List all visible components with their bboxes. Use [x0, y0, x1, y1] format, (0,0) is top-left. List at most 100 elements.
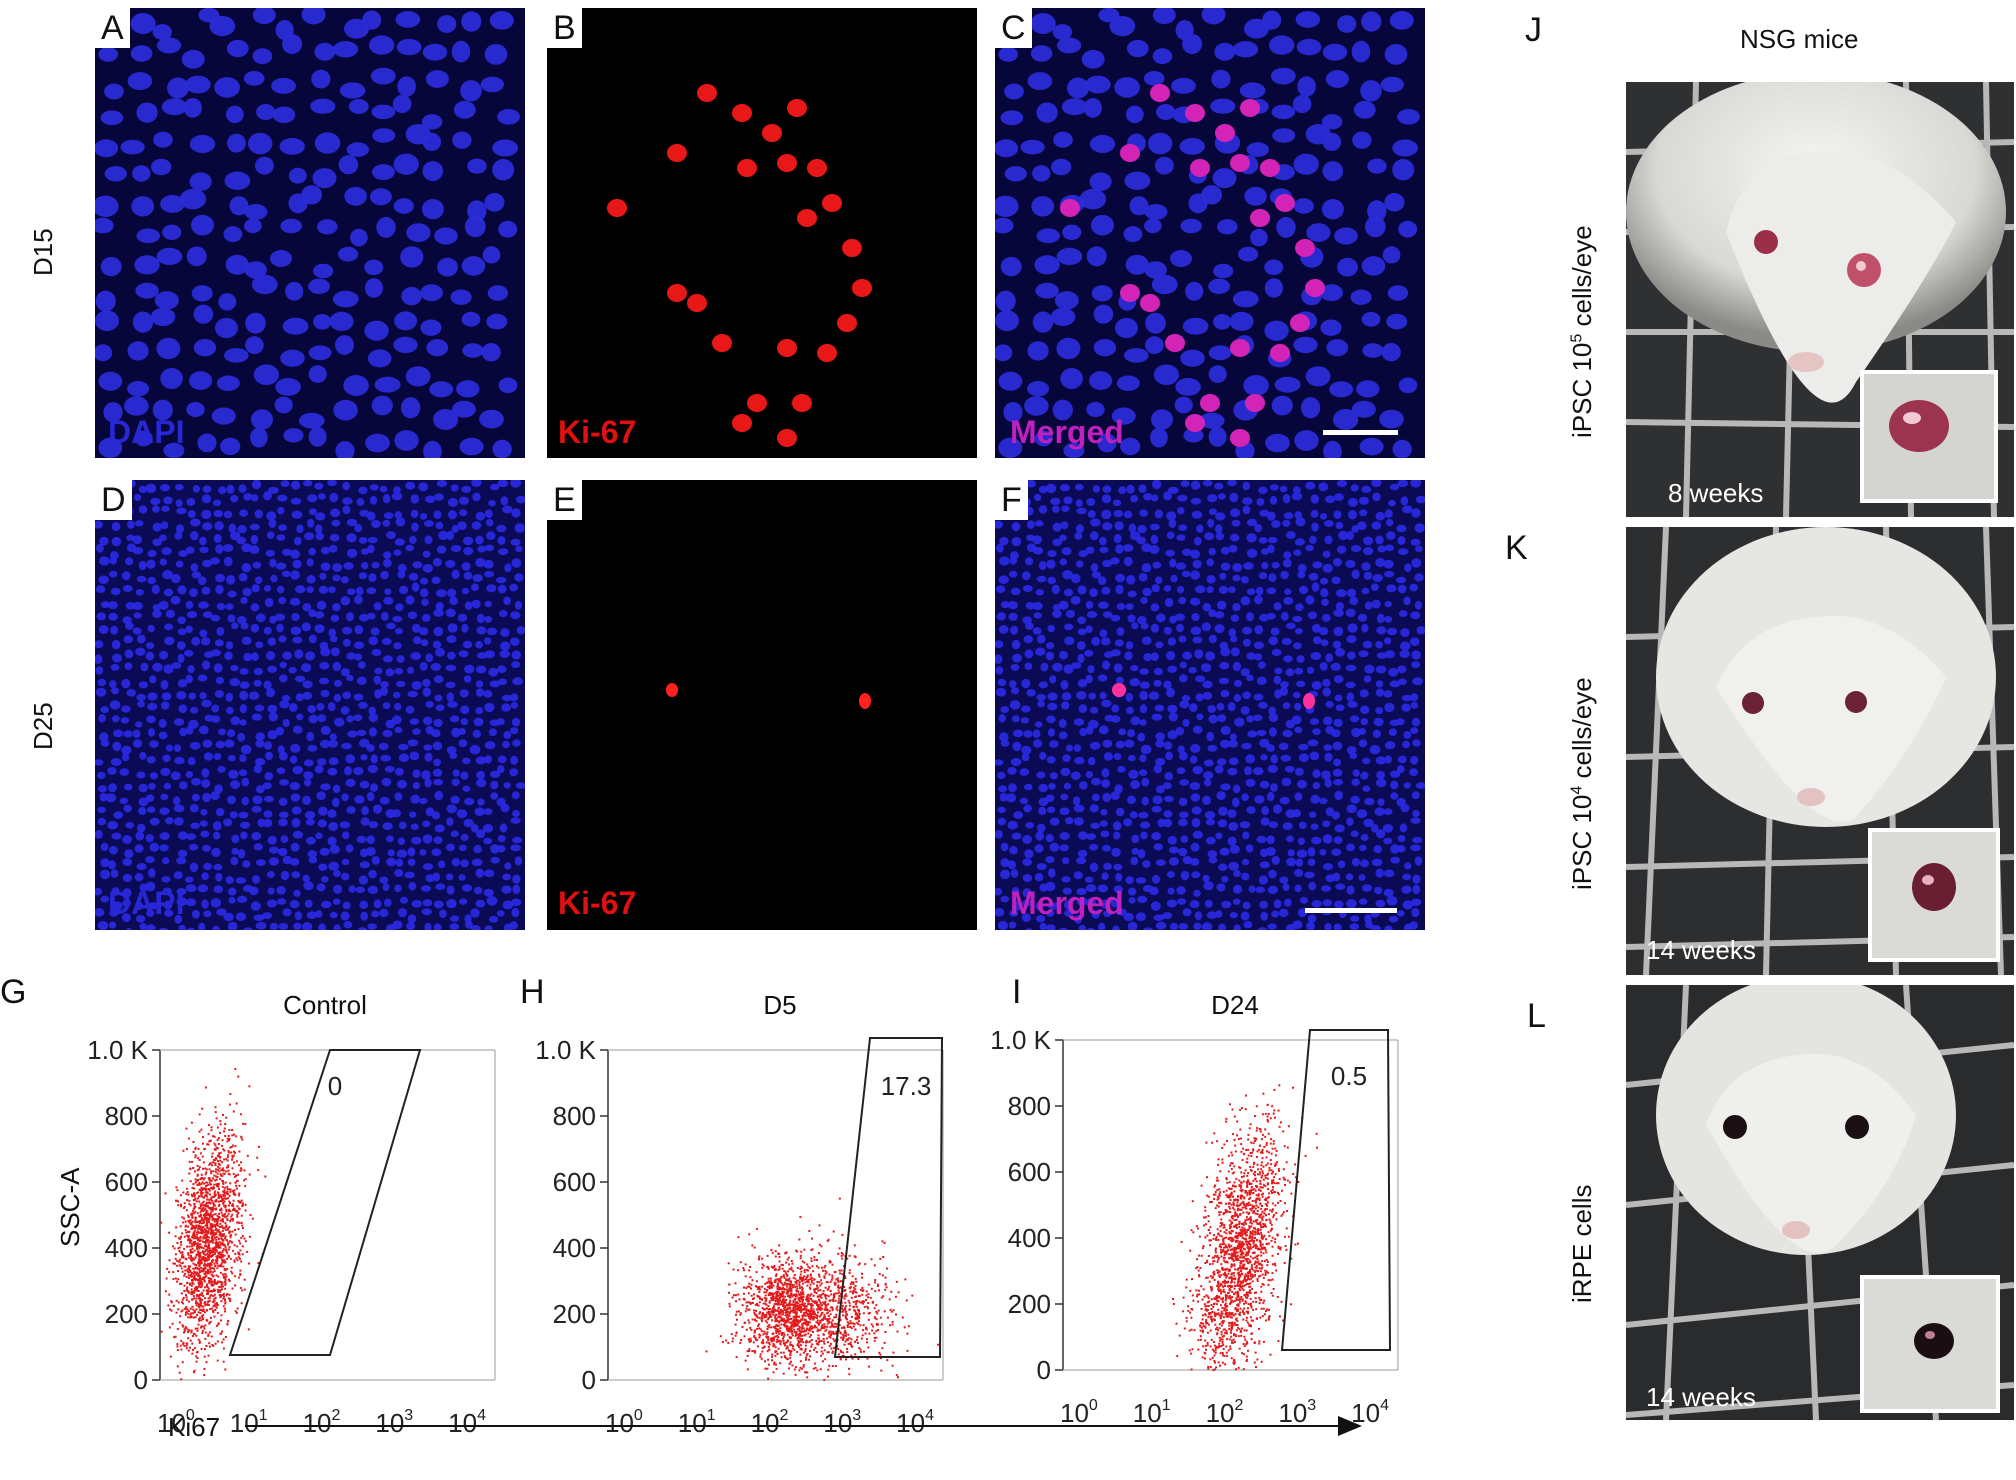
nucleus — [1127, 754, 1136, 762]
nucleus — [1179, 661, 1187, 669]
data-point — [223, 1200, 226, 1203]
data-point — [196, 1197, 199, 1200]
nucleus — [1266, 612, 1276, 620]
data-point — [214, 1190, 217, 1193]
data-point — [231, 1167, 234, 1170]
nucleus — [160, 767, 171, 777]
nucleus — [1203, 778, 1212, 787]
data-point — [759, 1334, 762, 1337]
nucleus — [449, 596, 459, 606]
data-point — [182, 1207, 185, 1210]
nucleus — [1232, 603, 1241, 612]
nucleus — [1244, 18, 1269, 39]
nucleus — [177, 679, 188, 688]
data-point — [202, 1237, 205, 1240]
data-point — [210, 1172, 213, 1175]
nucleus — [1141, 543, 1152, 553]
data-point — [180, 1205, 183, 1208]
nucleus — [1383, 559, 1394, 569]
nucleus — [373, 675, 382, 685]
data-point — [192, 1278, 194, 1281]
nucleus — [279, 138, 305, 155]
nucleus — [1010, 587, 1021, 596]
nucleus — [306, 911, 318, 919]
data-point — [197, 1303, 200, 1306]
nucleus — [1056, 247, 1083, 265]
data-point — [856, 1336, 859, 1339]
nucleus — [1063, 900, 1073, 910]
data-point — [225, 1116, 228, 1119]
nucleus — [483, 869, 495, 878]
data-point — [177, 1247, 180, 1250]
nucleus — [161, 876, 171, 883]
nucleus — [1309, 718, 1320, 725]
nucleus — [1322, 863, 1334, 871]
nucleus — [253, 764, 263, 774]
nucleus — [109, 570, 118, 578]
data-point — [225, 1158, 228, 1161]
data-point — [235, 1257, 238, 1260]
data-point — [168, 1293, 171, 1296]
data-point — [199, 1279, 202, 1282]
nucleus — [190, 706, 199, 714]
nucleus — [1087, 510, 1096, 519]
data-point — [195, 1192, 198, 1195]
nucleus — [1030, 45, 1053, 62]
nucleus — [384, 588, 392, 595]
data-point — [215, 1238, 218, 1241]
nucleus — [1155, 613, 1166, 623]
data-point — [202, 1207, 205, 1209]
data-point — [198, 1247, 201, 1250]
data-point — [198, 1282, 201, 1285]
data-point — [179, 1194, 182, 1197]
data-point — [830, 1325, 833, 1328]
data-point — [848, 1304, 851, 1307]
nucleus — [497, 755, 507, 764]
nucleus — [1360, 80, 1382, 102]
data-point — [176, 1242, 179, 1244]
data-point — [202, 1259, 205, 1261]
nucleus — [1240, 911, 1250, 921]
nucleus — [183, 98, 202, 118]
data-point — [195, 1273, 198, 1276]
nucleus — [1046, 924, 1056, 930]
nucleus — [1168, 486, 1179, 494]
nucleus — [225, 692, 234, 702]
nucleus — [1062, 754, 1071, 763]
data-point — [228, 1173, 231, 1176]
nucleus — [471, 858, 483, 867]
nucleus — [1280, 754, 1291, 762]
data-point — [177, 1308, 180, 1311]
nucleus — [1410, 701, 1419, 709]
nucleus — [1063, 496, 1073, 505]
data-point — [200, 1182, 203, 1185]
nucleus — [1403, 731, 1412, 739]
data-point — [257, 1262, 260, 1265]
nucleus — [186, 401, 205, 418]
nucleus — [253, 667, 263, 676]
nucleus — [1058, 600, 1069, 610]
nucleus — [1254, 595, 1263, 605]
data-point — [218, 1290, 221, 1293]
data-point — [213, 1267, 216, 1270]
nucleus — [374, 376, 401, 393]
nuclei — [95, 8, 520, 458]
data-point — [187, 1328, 190, 1331]
data-point — [222, 1248, 225, 1251]
nucleus — [198, 922, 206, 930]
nucleus — [458, 496, 470, 505]
data-point — [186, 1245, 188, 1248]
nucleus — [254, 509, 263, 519]
nucleus — [458, 739, 468, 748]
data-point — [221, 1174, 224, 1177]
data-point — [221, 1144, 224, 1147]
panel-letter-b: B — [547, 8, 582, 48]
data-point — [216, 1139, 219, 1141]
data-point — [805, 1354, 808, 1357]
data-point — [181, 1253, 184, 1256]
nucleus — [242, 587, 252, 597]
nucleus — [394, 869, 404, 877]
nucleus — [1332, 557, 1342, 567]
nucleus — [266, 511, 277, 521]
nucleus — [1175, 726, 1185, 736]
